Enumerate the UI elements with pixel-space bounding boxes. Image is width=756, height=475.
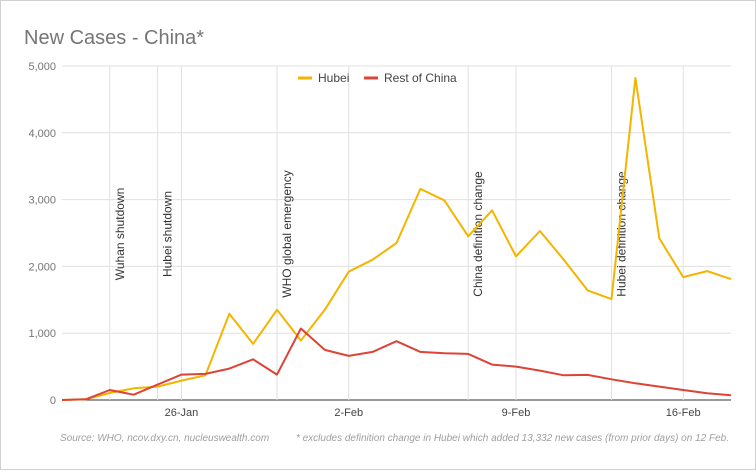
y-tick-label: 5,000 [28, 61, 56, 73]
annotation-text: China definition change [471, 171, 485, 297]
y-tick-label: 0 [50, 395, 56, 407]
legend-label: Rest of China [384, 71, 457, 85]
x-tick-label: 2-Feb [334, 407, 363, 419]
x-tick-label: 16-Feb [666, 407, 701, 419]
y-tick-label: 4,000 [28, 128, 56, 140]
source: Source: WHO, ncov.dxy.cn, nucleuswealth.… [60, 433, 269, 444]
note: * excludes definition change in Hubei wh… [296, 433, 729, 444]
series-line [61, 327, 732, 401]
annotation-text: Wuhan shutdown [113, 188, 127, 281]
annotation-text: Hubei definition change [615, 171, 629, 297]
annotation-text: WHO global emergency [280, 170, 294, 297]
x-tick-label: 26-Jan [165, 407, 199, 419]
legend-label: Hubei [318, 71, 349, 85]
x-tick-label: 9-Feb [502, 407, 531, 419]
series-line [61, 77, 732, 401]
annotation-text: Hubei shutdown [161, 191, 175, 277]
y-tick-label: 3,000 [28, 195, 56, 207]
y-tick-label: 1,000 [28, 328, 56, 340]
y-tick-label: 2,000 [28, 261, 56, 273]
chart-title: New Cases - China* [24, 27, 204, 49]
